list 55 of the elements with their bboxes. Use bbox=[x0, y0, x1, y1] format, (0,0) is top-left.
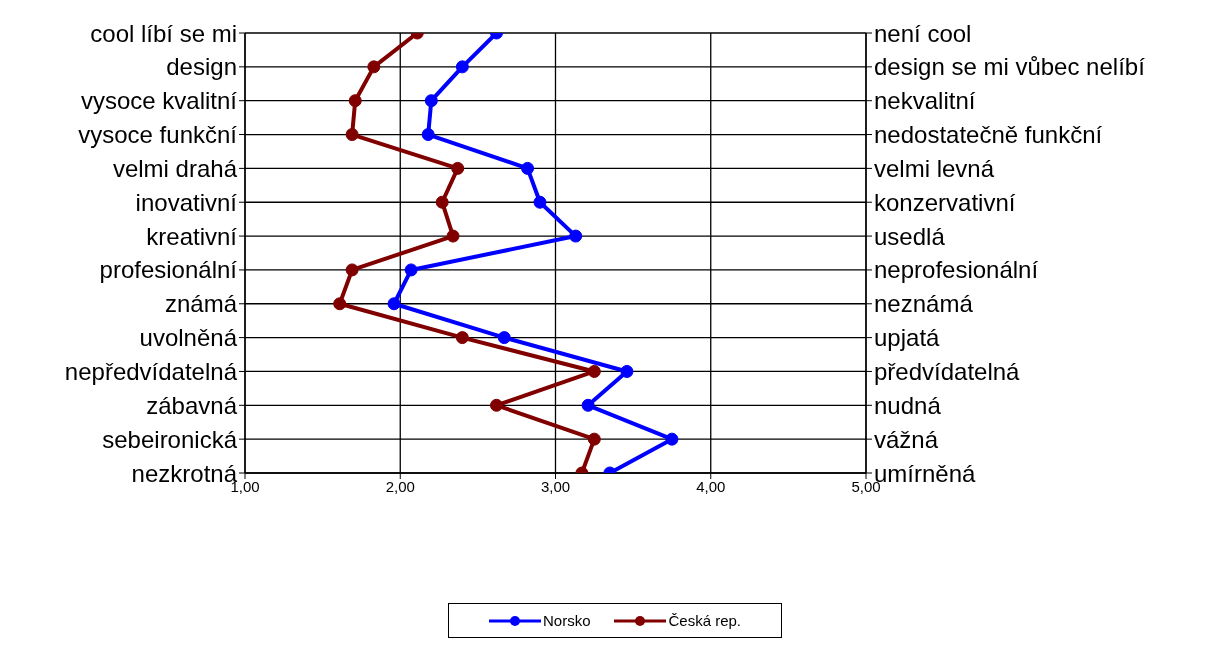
legend-label: Norsko bbox=[542, 612, 591, 629]
y2-tick-label: neprofesionální bbox=[874, 256, 1039, 284]
point bbox=[497, 331, 511, 345]
y-tick-label: cool líbí se mi bbox=[90, 19, 237, 47]
point bbox=[620, 364, 634, 378]
y-tick-label: profesionální bbox=[99, 256, 238, 284]
y2-tick-label: upjatá bbox=[874, 324, 941, 352]
y2-tick-label: vážná bbox=[874, 425, 939, 453]
point bbox=[424, 94, 438, 108]
y2-tick-label: neznámá bbox=[874, 290, 974, 318]
y-tick-label: inovativní bbox=[135, 188, 238, 216]
y2-tick-label: konzervativní bbox=[874, 188, 1016, 216]
point bbox=[446, 229, 460, 243]
point bbox=[455, 60, 469, 74]
y2-tick-label: není cool bbox=[874, 19, 972, 47]
point bbox=[421, 128, 435, 142]
y2-tick-label: nekvalitní bbox=[874, 87, 976, 115]
point bbox=[581, 398, 595, 412]
point bbox=[521, 161, 535, 175]
x-tick-label: 4,00 bbox=[696, 477, 726, 495]
point bbox=[533, 195, 547, 209]
point bbox=[665, 432, 679, 446]
y-tick-label: kreativní bbox=[146, 222, 238, 250]
y-tick-label: design bbox=[166, 53, 237, 81]
y-tick-label: uvolněná bbox=[139, 324, 238, 352]
y-tick-label: velmi drahá bbox=[112, 154, 238, 182]
point bbox=[367, 60, 381, 74]
point bbox=[387, 297, 401, 311]
point bbox=[587, 432, 601, 446]
y2-tick-label: předvídatelná bbox=[874, 357, 1021, 385]
y2-tick-label: velmi levná bbox=[874, 154, 995, 182]
point bbox=[404, 263, 418, 277]
y-tick-label: sebeironická bbox=[102, 425, 238, 453]
point bbox=[345, 128, 359, 142]
y2-tick-label: design se mi vůbec nelíbí bbox=[874, 53, 1146, 81]
y2-tick-label: nudná bbox=[874, 391, 942, 419]
point bbox=[348, 94, 362, 108]
y-tick-label: nepředvídatelná bbox=[64, 357, 238, 385]
point bbox=[333, 297, 347, 311]
y2-tick-label: usedlá bbox=[874, 222, 946, 250]
point bbox=[345, 263, 359, 277]
y-tick-label: zábavná bbox=[146, 391, 238, 419]
point bbox=[490, 398, 504, 412]
y-tick-label: vysoce kvalitní bbox=[80, 87, 238, 115]
legend-label: Česká rep. bbox=[668, 612, 742, 629]
point bbox=[455, 331, 469, 345]
point bbox=[451, 161, 465, 175]
y-tick-label: vysoce funkční bbox=[78, 121, 238, 149]
point bbox=[569, 229, 583, 243]
point bbox=[435, 195, 449, 209]
x-tick-label: 2,00 bbox=[385, 477, 415, 495]
x-tick-label: 3,00 bbox=[540, 477, 571, 495]
y-tick-label: známá bbox=[164, 290, 238, 318]
point bbox=[587, 364, 601, 378]
y2-tick-label: nedostatečně funkční bbox=[874, 121, 1103, 149]
